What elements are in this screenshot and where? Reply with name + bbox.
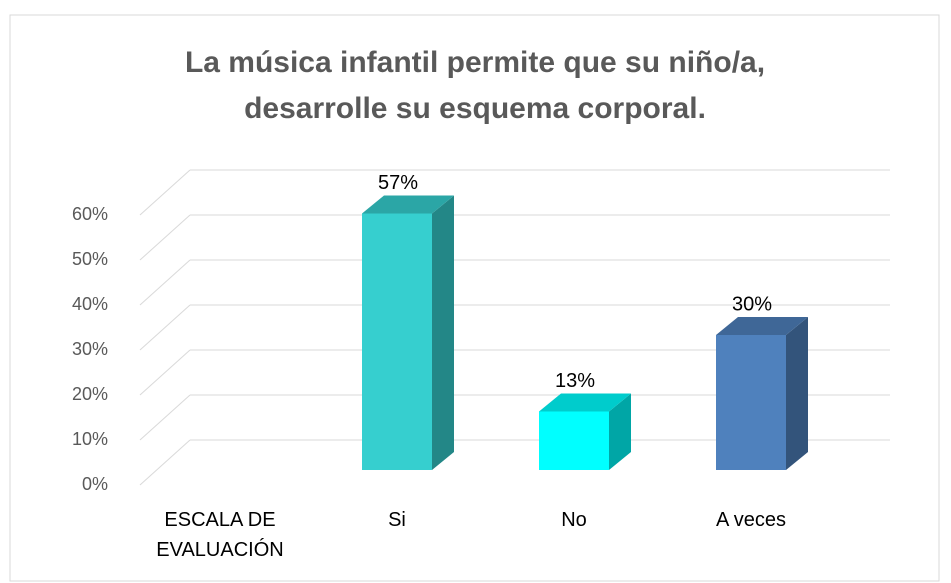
- bar-top: [539, 393, 631, 412]
- data-label: 30%: [732, 293, 772, 315]
- bar-top: [716, 317, 808, 335]
- bar-top: [362, 195, 454, 214]
- y-tick-label: 60%: [72, 204, 108, 224]
- x-tick-label: A veces: [715, 509, 787, 531]
- y-tick-label: 10%: [72, 429, 108, 449]
- x-tick-label: Si: [388, 509, 406, 531]
- chart-title: La música infantil permite que su niño/a…: [185, 46, 765, 79]
- y-tick-label: 50%: [72, 249, 108, 269]
- bar: [362, 213, 432, 470]
- x-tick-label: No: [561, 509, 587, 531]
- y-tick-label: 30%: [72, 339, 108, 359]
- data-label: 57%: [378, 172, 418, 194]
- grid-line-side: [139, 394, 191, 441]
- y-tick-label: 0%: [82, 474, 108, 494]
- y-tick-label: 20%: [72, 384, 108, 404]
- x-tick-label: ESCALA DE EVALUACIÓN: [156, 509, 284, 561]
- grid-line-side: [139, 259, 191, 306]
- grid-line-side: [139, 349, 191, 396]
- grid-line-side: [139, 214, 191, 261]
- chart-title: desarrolle su esquema corporal.: [244, 92, 706, 125]
- bar: [539, 411, 609, 470]
- bar-side: [786, 317, 808, 470]
- chart-border: [9, 14, 940, 582]
- grid-line-side: [139, 169, 191, 216]
- grid-line-side: [139, 304, 191, 351]
- bar-side: [432, 195, 454, 470]
- grid-line-side: [139, 439, 191, 486]
- data-label: 13%: [555, 370, 595, 392]
- bar: [716, 335, 786, 470]
- bar-side: [609, 393, 631, 470]
- y-tick-label: 40%: [72, 294, 108, 314]
